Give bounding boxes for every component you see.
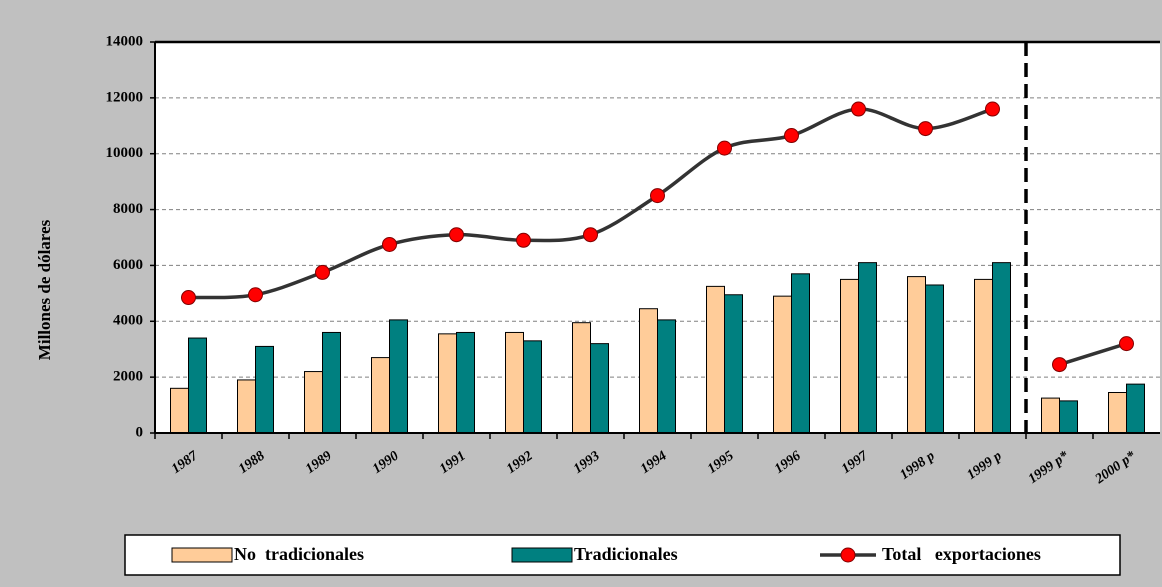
bar xyxy=(572,322,591,434)
y-axis-label: Millones de dólares xyxy=(35,219,54,360)
bar xyxy=(1126,383,1145,434)
bar xyxy=(255,345,274,434)
total-marker xyxy=(583,227,598,243)
y-tick-label: 12000 xyxy=(106,89,144,105)
bar xyxy=(188,337,207,434)
bar xyxy=(371,357,390,434)
total-marker xyxy=(650,188,665,204)
y-tick-label: 0 xyxy=(136,424,144,440)
bar xyxy=(706,285,725,434)
bar xyxy=(237,379,256,434)
bar xyxy=(840,278,859,434)
total-marker xyxy=(382,236,397,252)
bar xyxy=(322,331,341,434)
legend xyxy=(124,534,1121,576)
total-marker xyxy=(516,232,531,248)
bar xyxy=(724,294,743,434)
legend-label: No tradicionales xyxy=(234,544,364,564)
bar xyxy=(438,333,457,434)
bar xyxy=(907,276,926,434)
bar xyxy=(992,262,1011,434)
legend-label: Total exportaciones xyxy=(882,544,1041,564)
y-tick-label: 14000 xyxy=(106,33,144,49)
total-marker xyxy=(784,128,799,144)
total-marker xyxy=(181,290,196,306)
bar xyxy=(1108,392,1127,434)
bar xyxy=(505,331,524,434)
total-marker xyxy=(1052,357,1067,373)
bar xyxy=(523,340,542,434)
total-marker xyxy=(851,101,866,117)
legend-marker xyxy=(840,547,856,563)
total-marker xyxy=(985,101,1000,117)
bar xyxy=(773,295,792,434)
bar xyxy=(974,278,993,434)
total-marker xyxy=(315,264,330,280)
bar xyxy=(170,387,189,434)
y-tick-label: 2000 xyxy=(113,369,143,385)
y-tick-label: 6000 xyxy=(113,257,143,273)
total-marker xyxy=(717,140,732,156)
y-tick-label: 10000 xyxy=(106,145,144,161)
bar xyxy=(304,371,323,434)
total-marker xyxy=(1119,336,1134,352)
legend-swatch xyxy=(171,547,233,563)
y-tick-label: 8000 xyxy=(113,201,143,217)
bar xyxy=(389,319,408,434)
bar xyxy=(590,343,609,434)
bar xyxy=(1041,397,1060,434)
total-marker xyxy=(918,121,933,137)
bar xyxy=(858,262,877,434)
legend-label: Tradicionales xyxy=(574,544,678,564)
bar xyxy=(1059,400,1078,434)
legend-swatch xyxy=(511,547,573,563)
bar xyxy=(639,308,658,434)
bar xyxy=(657,319,676,434)
bar xyxy=(925,284,944,434)
bar xyxy=(456,331,475,434)
bar xyxy=(791,273,810,434)
total-marker xyxy=(248,287,263,303)
y-tick-label: 4000 xyxy=(113,313,143,329)
total-marker xyxy=(449,227,464,243)
